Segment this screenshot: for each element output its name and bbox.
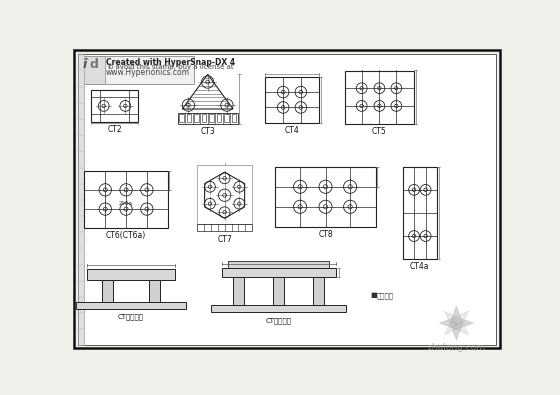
Bar bbox=[178, 113, 237, 124]
Polygon shape bbox=[450, 306, 463, 323]
Text: CT案例说明: CT案例说明 bbox=[265, 317, 292, 324]
Text: 200a: 200a bbox=[119, 201, 133, 206]
Bar bbox=[80, 56, 194, 84]
Text: CT6(CT6a): CT6(CT6a) bbox=[106, 231, 146, 241]
Bar bbox=[273, 277, 284, 305]
Polygon shape bbox=[456, 317, 473, 329]
Text: CT7: CT7 bbox=[217, 235, 232, 243]
Bar bbox=[186, 115, 191, 122]
Bar bbox=[265, 77, 319, 123]
Bar bbox=[228, 261, 329, 268]
Bar bbox=[91, 90, 138, 122]
Text: To avoid this stamp, buy a license at: To avoid this stamp, buy a license at bbox=[106, 64, 234, 70]
Bar bbox=[313, 277, 324, 305]
Text: CT5: CT5 bbox=[372, 128, 387, 137]
Text: CT4a: CT4a bbox=[410, 262, 430, 271]
Text: www.Hyperionics.com: www.Hyperionics.com bbox=[106, 68, 190, 77]
Text: CT4: CT4 bbox=[285, 126, 300, 135]
Text: d: d bbox=[89, 58, 98, 71]
Text: CT8: CT8 bbox=[318, 230, 333, 239]
Bar bbox=[276, 167, 376, 227]
Bar bbox=[209, 115, 214, 122]
Bar bbox=[78, 55, 85, 344]
Bar bbox=[345, 70, 414, 124]
Bar bbox=[222, 268, 335, 277]
Text: zhulong.com: zhulong.com bbox=[427, 343, 486, 352]
Text: Created with HyperSnap-DX 4: Created with HyperSnap-DX 4 bbox=[106, 58, 235, 67]
Bar bbox=[403, 167, 437, 259]
Bar bbox=[85, 171, 167, 228]
Polygon shape bbox=[450, 323, 463, 340]
Polygon shape bbox=[452, 319, 468, 335]
Polygon shape bbox=[445, 319, 461, 335]
Bar bbox=[194, 115, 199, 122]
Bar bbox=[179, 115, 184, 122]
Text: i: i bbox=[82, 58, 86, 71]
Bar bbox=[217, 115, 221, 122]
Bar bbox=[224, 115, 229, 122]
Bar bbox=[102, 280, 113, 301]
Text: CT案例说明: CT案例说明 bbox=[118, 314, 144, 320]
Bar bbox=[80, 56, 105, 84]
Polygon shape bbox=[452, 311, 468, 327]
Bar bbox=[76, 301, 186, 309]
Bar bbox=[197, 224, 253, 231]
Bar bbox=[211, 305, 346, 312]
Bar bbox=[232, 115, 236, 122]
Polygon shape bbox=[440, 317, 456, 329]
Bar bbox=[87, 269, 175, 280]
Bar bbox=[202, 115, 206, 122]
Polygon shape bbox=[445, 311, 461, 327]
Bar bbox=[197, 165, 253, 224]
Text: ■: ■ bbox=[370, 292, 377, 298]
Text: 注意事项: 注意事项 bbox=[376, 292, 393, 299]
Bar bbox=[149, 280, 160, 301]
Text: CT2: CT2 bbox=[107, 125, 122, 134]
Text: ··: ·· bbox=[84, 56, 89, 65]
Text: CT3: CT3 bbox=[200, 127, 215, 136]
Bar bbox=[233, 277, 244, 305]
